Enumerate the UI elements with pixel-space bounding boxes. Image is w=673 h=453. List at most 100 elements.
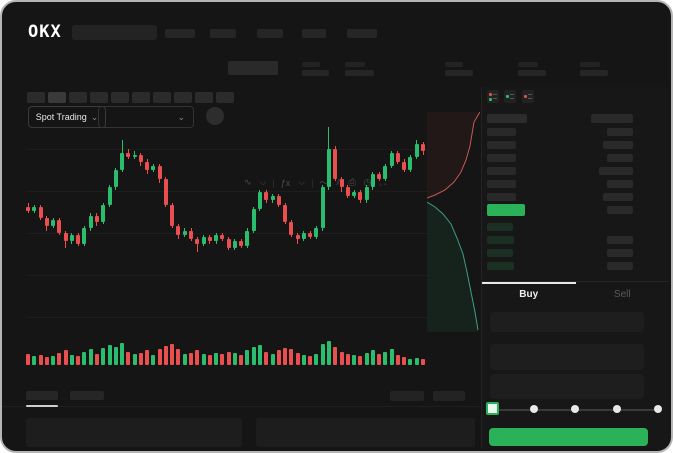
snapshot-icon[interactable]: ⎙ [348,177,356,187]
volume-bar [38,354,43,365]
volume-bar [383,351,388,365]
amount-input-placeholder[interactable] [490,344,644,370]
bottom-action-button[interactable] [390,391,424,401]
fullscreen-icon[interactable]: ⛶ [379,177,386,187]
price-input-placeholder[interactable] [490,312,644,332]
volume-bar [26,353,30,365]
pair-selector[interactable]: ⌄ [98,106,194,128]
tab-sell[interactable]: Sell [613,289,631,300]
candle-body [326,148,331,188]
volume-bar [289,349,294,365]
orderbook-row[interactable] [482,141,669,149]
chevron-down-icon[interactable]: ⌵ [298,177,306,187]
search-placeholder[interactable] [72,25,157,40]
orderbook-size-placeholder [607,206,633,214]
orderbook-row[interactable] [482,262,669,270]
active-tab-underline [26,405,58,407]
orderbook-row[interactable] [482,114,669,123]
total-input-placeholder[interactable] [490,374,644,399]
volume-bar [120,343,125,365]
timeframe-button-active[interactable] [48,92,66,103]
nav-item-placeholder[interactable] [302,29,326,38]
timeframe-button[interactable] [111,92,129,103]
compare-icon[interactable]: ⫽ [336,177,341,187]
orderbook-size-placeholder [607,128,633,136]
orderbook-row[interactable] [482,128,669,136]
timeframe-button[interactable] [132,92,150,103]
orderbook-price-placeholder [487,141,516,149]
bottom-tab-active[interactable] [26,391,58,400]
volume-bar [207,354,212,365]
candle-body [182,230,187,235]
slider-dot[interactable] [571,405,579,413]
orderbook-view-both-icon[interactable] [487,90,499,103]
gridline [26,149,428,150]
volume-bar [182,353,187,365]
volume-bar [408,358,413,365]
orderbook-row[interactable] [482,154,669,162]
line-tool-icon[interactable]: 〜 [319,178,329,188]
indicators-icon[interactable]: ƒx [280,177,291,188]
ticker-stat-label [302,62,320,67]
nav-item-placeholder[interactable] [347,29,377,38]
orderbook-row[interactable] [482,193,669,201]
orderbook-row[interactable] [482,180,669,188]
candle-body [145,161,150,171]
orderbook-price-placeholder [487,193,516,201]
volume-bar [113,347,118,365]
timeframe-button[interactable] [195,92,213,103]
market-type-selector[interactable]: Spot Trading ⌄ [28,106,106,128]
timeframe-button[interactable] [216,92,234,103]
last-price-placeholder [228,61,278,75]
timeframe-button[interactable] [174,92,192,103]
orderbook-size-placeholder [607,180,633,188]
bottom-tab[interactable] [70,391,104,400]
volume-bar [82,351,87,365]
slider-dot[interactable] [613,405,621,413]
candle-body [283,204,288,222]
candle-body [308,232,313,238]
volume-bar [276,350,281,365]
bottom-action-button[interactable] [433,391,465,401]
slider-dot[interactable] [654,405,662,413]
nav-item-placeholder[interactable] [257,29,283,38]
volume-bar [370,350,375,365]
chevron-down-icon[interactable]: ⌵ [259,177,267,187]
order-history-panel-placeholder [256,418,475,447]
tab-buy[interactable]: Buy [482,282,576,308]
orderbook-row[interactable] [482,223,669,231]
volume-bar [239,354,244,365]
volume-bar [402,356,407,365]
nav-item-placeholder[interactable] [165,29,195,38]
volume-bar [295,352,300,365]
timeframe-button[interactable] [69,92,87,103]
orderbook-row[interactable] [482,249,669,257]
candle-body [295,234,300,240]
orderbook-view-bids-icon[interactable] [504,90,516,103]
orderbook-last-price-row[interactable] [482,204,669,217]
orderbook-view-asks-icon[interactable] [522,90,534,103]
volume-bar [358,355,363,365]
timeframe-button[interactable] [153,92,171,103]
nav-item-placeholder[interactable] [210,29,236,38]
candle-body [138,155,143,162]
orderbook-row[interactable] [482,236,669,244]
time-icon[interactable]: ◷ [363,177,372,187]
slider-dot[interactable] [530,405,538,413]
candle-body [339,178,344,188]
slider-handle[interactable] [486,402,499,415]
volume-bar [57,352,62,365]
candle-body [383,165,388,179]
buy-button[interactable] [489,428,648,446]
okx-logo[interactable]: OKX [28,22,62,42]
timeframe-button[interactable] [90,92,108,103]
candle-body [389,152,394,166]
orderbook-row[interactable] [482,167,669,175]
candlestick-chart[interactable] [26,114,428,332]
candle-style-icon[interactable]: ∿ [244,177,252,187]
orderbook-price-placeholder [487,167,516,175]
volume-bar [257,345,262,365]
volume-bar [69,354,74,365]
timeframe-button[interactable] [27,92,45,103]
